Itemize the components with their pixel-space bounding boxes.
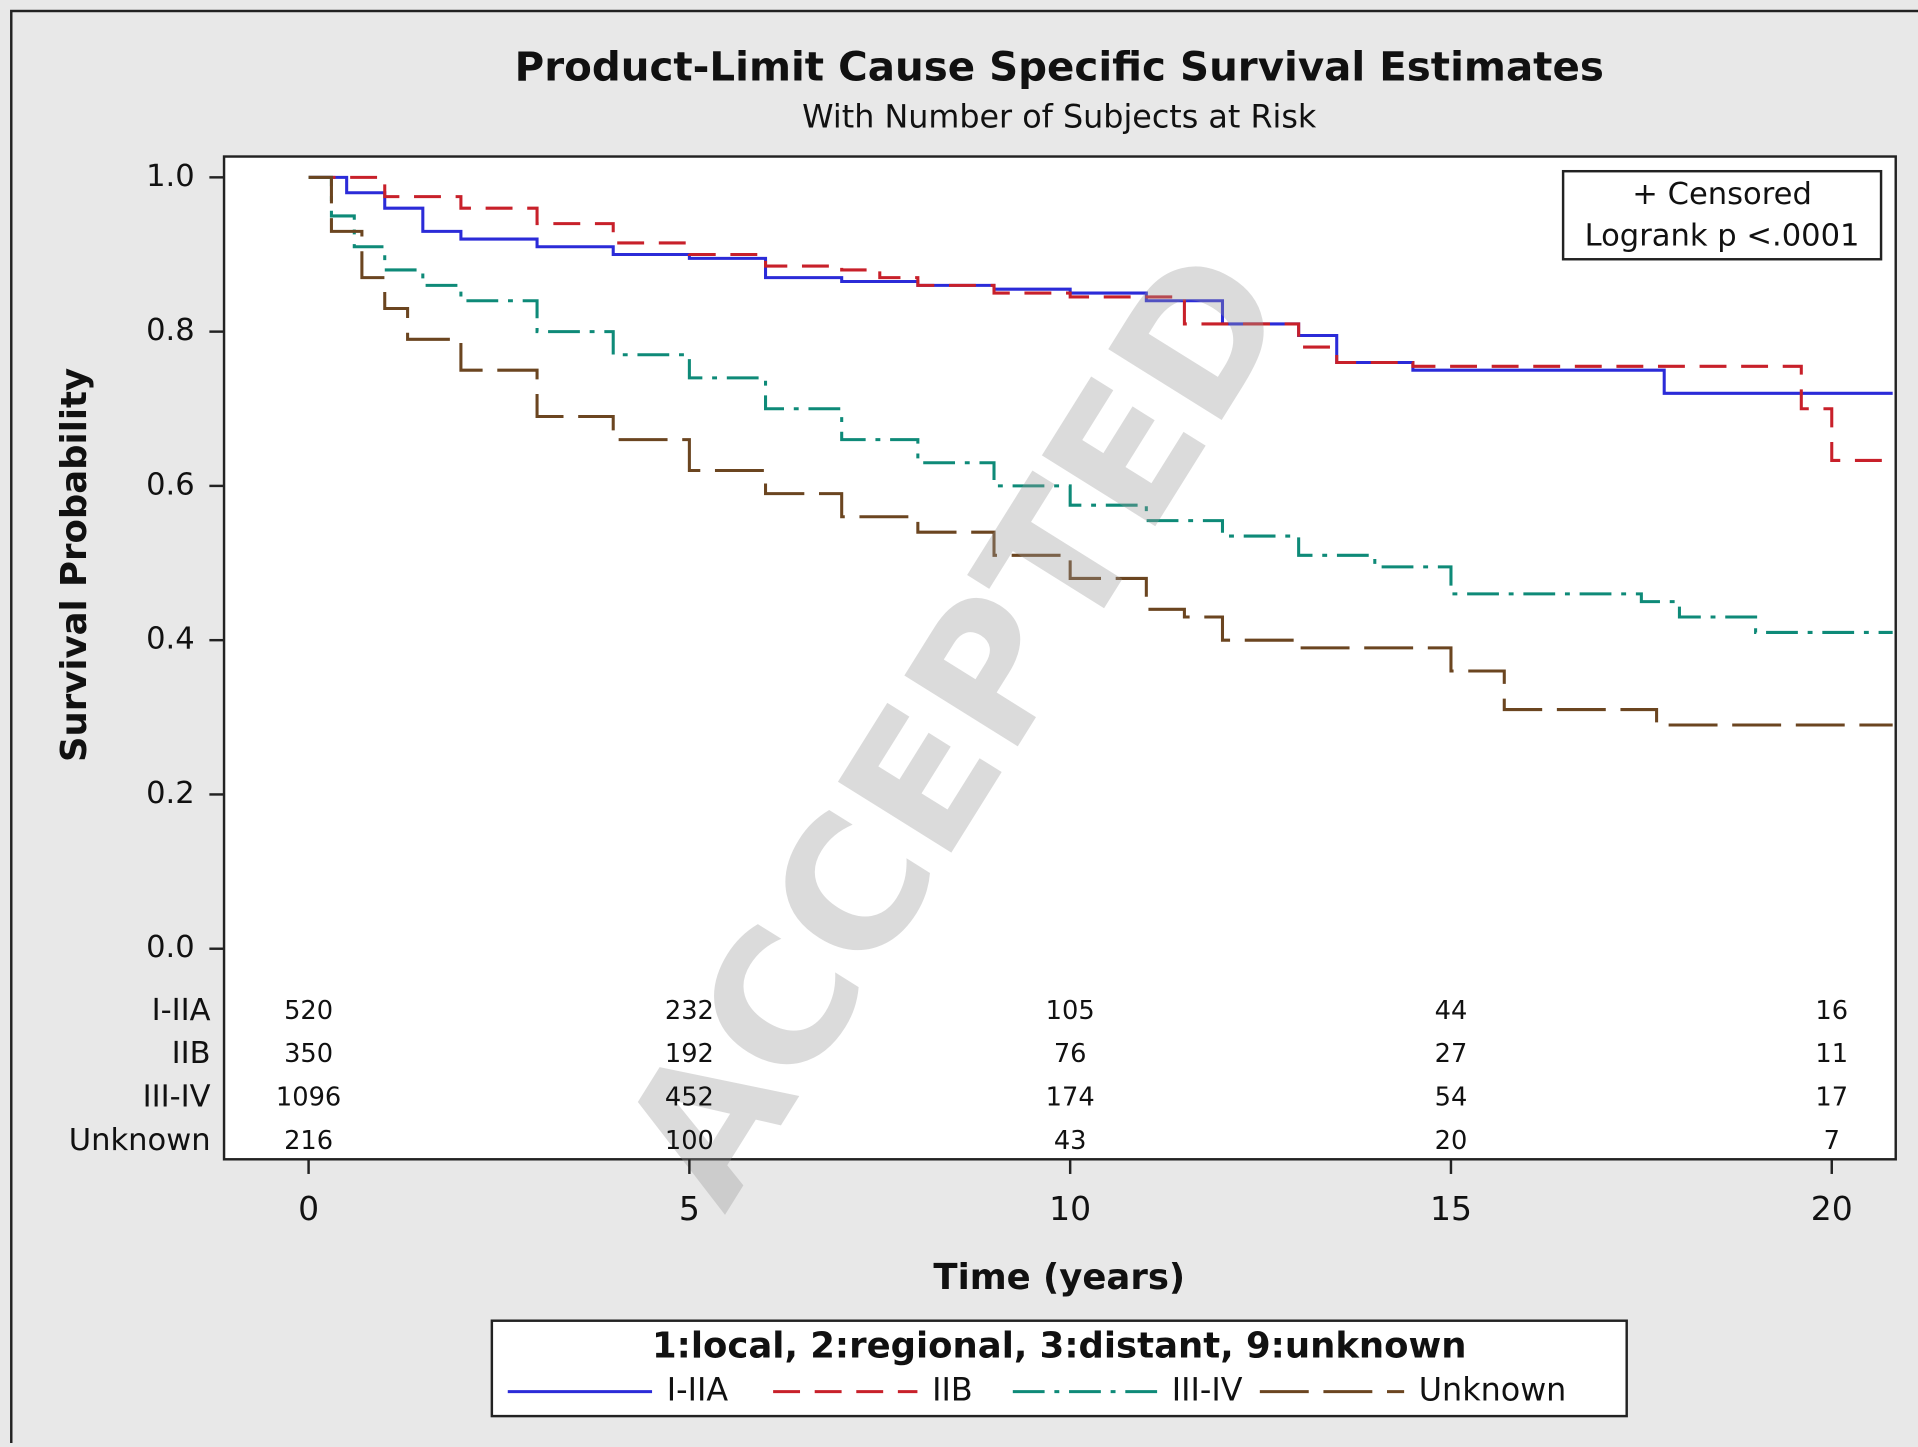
at-risk-count: 100 bbox=[665, 1126, 714, 1156]
legend-label: III-IV bbox=[1172, 1372, 1243, 1409]
at-risk-count: 192 bbox=[665, 1039, 714, 1069]
at-risk-count: 7 bbox=[1824, 1126, 1840, 1156]
x-tick-label: 15 bbox=[1430, 1189, 1472, 1228]
y-tick-label: 0.4 bbox=[146, 622, 195, 657]
at-risk-count: 16 bbox=[1815, 996, 1848, 1026]
at-risk-count: 43 bbox=[1054, 1126, 1087, 1156]
chart-title: Product-Limit Cause Specific Survival Es… bbox=[515, 44, 1604, 91]
y-tick-label: 0.0 bbox=[146, 930, 195, 965]
legend-box bbox=[490, 1319, 1628, 1418]
plot-area bbox=[222, 155, 1897, 1161]
y-tick-label: 0.8 bbox=[146, 313, 195, 348]
risk-row-label: I-IIA bbox=[152, 993, 211, 1028]
x-tick-label: 5 bbox=[679, 1189, 700, 1228]
y-axis-label: Survival Probability bbox=[54, 368, 95, 762]
at-risk-count: 17 bbox=[1815, 1083, 1848, 1113]
annotation: + Censored bbox=[1632, 177, 1812, 212]
y-tick-label: 0.2 bbox=[146, 776, 195, 811]
at-risk-count: 44 bbox=[1435, 996, 1468, 1026]
risk-row-label: III-IV bbox=[143, 1080, 211, 1115]
survival-curve bbox=[308, 175, 1893, 727]
inset-box bbox=[1561, 169, 1883, 261]
at-risk-count: 452 bbox=[665, 1083, 714, 1113]
at-risk-count: 1096 bbox=[276, 1083, 341, 1113]
legend-label: I-IIA bbox=[667, 1372, 729, 1409]
at-risk-count: 11 bbox=[1815, 1039, 1848, 1069]
survival-curve bbox=[308, 175, 1893, 462]
risk-row-label: Unknown bbox=[69, 1123, 211, 1158]
x-tick-label: 10 bbox=[1049, 1189, 1091, 1228]
risk-row-label: IIB bbox=[172, 1036, 211, 1071]
at-risk-count: 216 bbox=[284, 1126, 333, 1156]
at-risk-count: 76 bbox=[1054, 1039, 1087, 1069]
series-layer bbox=[308, 175, 1893, 727]
survival-curve bbox=[308, 175, 1893, 634]
chart-subtitle: With Number of Subjects at Risk bbox=[802, 99, 1317, 136]
at-risk-count: 27 bbox=[1435, 1039, 1468, 1069]
x-tick-label: 0 bbox=[298, 1189, 319, 1228]
legend-title: 1:local, 2:regional, 3:distant, 9:unknow… bbox=[652, 1326, 1467, 1367]
at-risk-count: 520 bbox=[284, 996, 333, 1026]
at-risk-count: 350 bbox=[284, 1039, 333, 1069]
annotation: Logrank p <.0001 bbox=[1585, 219, 1860, 254]
at-risk-count: 232 bbox=[665, 996, 714, 1026]
y-tick-label: 1.0 bbox=[146, 159, 195, 194]
legend-label: IIB bbox=[932, 1372, 973, 1409]
at-risk-count: 105 bbox=[1046, 996, 1095, 1026]
at-risk-count: 174 bbox=[1046, 1083, 1095, 1113]
legend-label: Unknown bbox=[1419, 1372, 1567, 1409]
at-risk-count: 54 bbox=[1435, 1083, 1468, 1113]
survival-curve bbox=[308, 175, 1893, 395]
x-axis-label: Time (years) bbox=[933, 1257, 1185, 1298]
y-tick-label: 0.6 bbox=[146, 467, 195, 502]
at-risk-count: 20 bbox=[1435, 1126, 1468, 1156]
x-tick-label: 20 bbox=[1811, 1189, 1853, 1228]
